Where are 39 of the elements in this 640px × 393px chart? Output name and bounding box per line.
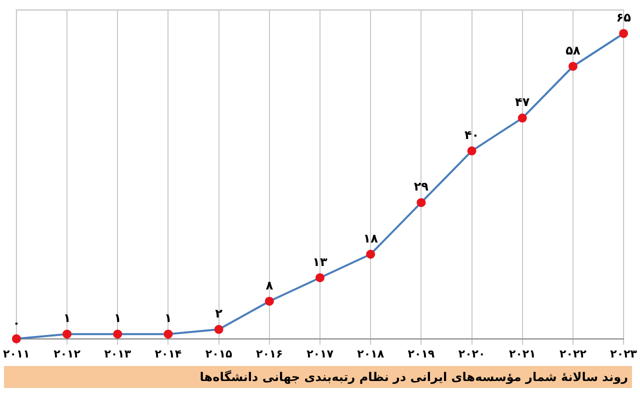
point (518, 114, 527, 123)
x-tick-label: ۲۰۱۳ (104, 347, 132, 360)
x-tick-label: ۲۰۲۳ (610, 347, 638, 360)
point (264, 296, 274, 306)
data-label: ۱ (63, 311, 71, 326)
point (316, 273, 324, 282)
x-tick-label: ۲۰۱۴ (154, 347, 182, 360)
x-tick-label: ۲۰۱۱ (3, 347, 30, 360)
text: روند سالانهٔ شمار مؤسسه‌های ایرانی در نظام رتبه‌بندی جهانی دانشگاه‌ها (4, 366, 632, 388)
x-tick-label: ۲۰۱۹ (408, 347, 435, 360)
data-label: ۲۹ (414, 180, 430, 194)
x-tick-label: ۲۰۱۲ (54, 347, 81, 360)
x-tick-label: ۲۰۱۸ (357, 347, 384, 360)
point (62, 330, 72, 339)
x-tick-label: ۲۰۱۷ (306, 347, 334, 360)
point (416, 198, 426, 208)
point (366, 250, 376, 259)
x-tick-label: ۲۰۲۰ (458, 347, 486, 360)
point (619, 28, 628, 38)
data-label: ۱۸ (363, 231, 379, 246)
data-label: ۴۰ (464, 128, 480, 142)
data-label: ۴۷ (515, 95, 530, 110)
data-label: ۶۵ (616, 10, 631, 25)
x-tick-label: ۲۰۲۱ (508, 347, 536, 360)
data-label: ۸ (266, 278, 274, 292)
data-label: ۲ (215, 306, 224, 321)
point (568, 62, 578, 71)
point (467, 146, 476, 156)
data-label: ۱ (164, 311, 172, 326)
x-tick-label: ۲۰۱۶ (256, 347, 283, 360)
x-tick-label: ۲۰۲۲ (560, 347, 587, 360)
data-label: ۵۸ (566, 43, 581, 58)
data-label: ۰ (12, 316, 20, 330)
point (214, 324, 224, 334)
point (113, 330, 122, 339)
point (164, 330, 173, 339)
data-label: ۱۳ (312, 254, 328, 269)
x-tick-label: ۲۰۱۵ (205, 347, 233, 360)
data-label: ۱ (114, 311, 122, 326)
